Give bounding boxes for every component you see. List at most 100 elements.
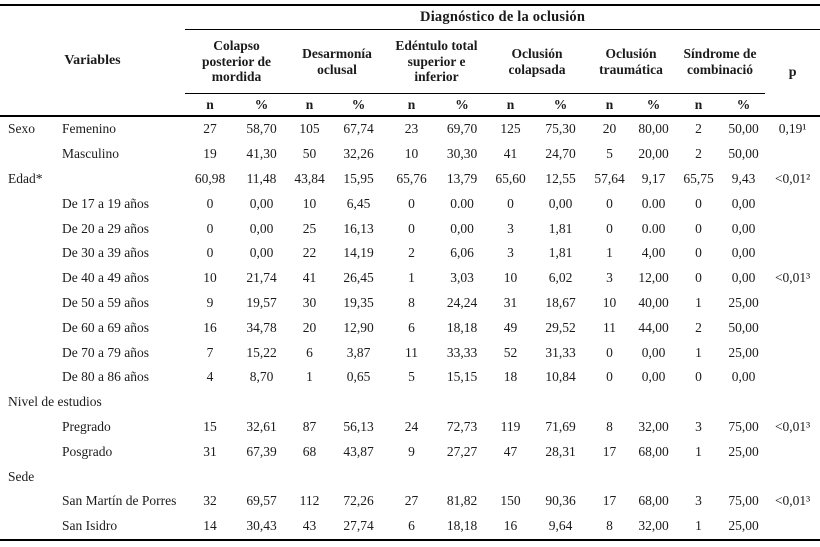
cell-percent: [331, 390, 386, 415]
subheader-n: n: [386, 93, 437, 117]
cell-count: 5: [408, 369, 415, 385]
cell-count: 20: [602, 121, 617, 137]
cell-count: 8: [606, 418, 613, 434]
cell-percent: 13,79: [446, 170, 478, 186]
cell-percent: 14,19: [343, 245, 374, 261]
cell-count: 0: [695, 195, 702, 211]
cell-count: 16: [503, 518, 518, 534]
table-row: San Isidro 14 30,43 43 27,74 6 18,18 16 9,64 8 32,…: [0, 514, 820, 540]
cell-count: 17: [602, 493, 617, 509]
cell-count: [185, 390, 235, 415]
cell-count: 0: [507, 195, 514, 211]
cell-percent: 0,00: [249, 245, 274, 261]
cell-count: 1: [695, 344, 702, 360]
table-row: Sede: [0, 464, 820, 489]
cell-count: 47: [503, 443, 518, 459]
cell-count: [675, 390, 722, 415]
cell-percent: 0,00: [450, 220, 474, 236]
cell-count: 125: [500, 121, 521, 137]
cell-percent: 31,33: [545, 344, 576, 360]
column-group-oclusion-traumatica: Oclusión traumática: [587, 29, 675, 94]
cell-count: 0: [695, 220, 702, 236]
cell-p-value: [765, 291, 820, 316]
cell-count: [185, 464, 235, 489]
cell-p-value: <0,01³: [774, 418, 811, 434]
cell-count: 41: [503, 146, 518, 162]
cell-count: 20: [302, 319, 317, 335]
cell-p-value: [765, 191, 820, 216]
cell-variable-label: [57, 464, 185, 489]
cell-count: 1: [306, 369, 313, 385]
cell-percent: 80,00: [638, 121, 669, 137]
cell-category: [0, 315, 57, 340]
cell-percent: 72,26: [343, 493, 374, 509]
cell-percent: 25,00: [728, 518, 759, 534]
cell-percent: 1,81: [548, 245, 573, 261]
cell-percent: 43,87: [343, 443, 374, 459]
cell-count: [288, 464, 331, 489]
cell-percent: [534, 464, 587, 489]
cell-p-value: [765, 365, 820, 390]
cell-count: 57,64: [594, 170, 625, 186]
cell-p-value: [765, 340, 820, 365]
cell-percent: 75,00: [728, 493, 759, 509]
cell-count: 6: [306, 344, 313, 360]
cell-count: [386, 464, 437, 489]
cell-percent: 25,00: [728, 294, 759, 310]
subheader-pct: %: [722, 93, 765, 117]
cell-count: 1: [695, 294, 702, 310]
cell-percent: [235, 464, 288, 489]
cell-count: [587, 464, 632, 489]
cell-count: 10: [302, 195, 317, 211]
cell-variable-label: Pregrado: [62, 418, 111, 434]
header-row-subcolumns: n % n % n % n % n % n %: [0, 93, 820, 117]
cell-count: 11: [405, 344, 418, 360]
cell-percent: 50,00: [728, 146, 759, 162]
table-row: De 30 a 39 años 0 0,00 22 14,19 2 6,06 3 1,81 1 4,…: [0, 241, 820, 266]
cell-count: 0: [606, 344, 613, 360]
subheader-pct: %: [331, 93, 386, 117]
subheader-n: n: [675, 93, 722, 117]
cell-count: [487, 464, 534, 489]
cell-count: 43,84: [294, 170, 325, 186]
table-row: Masculino 19 41,30 50 32,26 10 30,30 41 24,70 5 20…: [0, 142, 820, 167]
cell-percent: 4,00: [641, 245, 666, 261]
cell-count: 27: [404, 493, 419, 509]
cell-variable-label: Masculino: [62, 146, 119, 162]
cell-percent: [437, 464, 487, 489]
cell-percent: 24,70: [545, 146, 576, 162]
cell-percent: 75,00: [728, 418, 759, 434]
cell-count: 60,98: [194, 170, 226, 186]
cell-count: 52: [503, 344, 518, 360]
cell-percent: 32,26: [343, 146, 374, 162]
cell-percent: 28,31: [545, 443, 576, 459]
table-row: San Martín de Porres 32 69,57 112 72,26 27 81,…: [0, 489, 820, 514]
cell-percent: 34,78: [246, 319, 277, 335]
subheader-n: n: [587, 93, 632, 117]
cell-p-value: [765, 390, 820, 415]
subheader-n: n: [288, 93, 331, 117]
cell-percent: 0,00: [641, 369, 666, 385]
cell-percent: 29,52: [545, 319, 576, 335]
cell-percent: 15,95: [343, 170, 374, 186]
cell-count: 5: [606, 146, 613, 162]
cell-count: 65,76: [396, 170, 427, 186]
cell-count: [386, 390, 437, 415]
cell-count: 14: [203, 518, 217, 534]
cell-count: [487, 390, 534, 415]
cell-count: 7: [206, 344, 214, 360]
cell-category: [0, 365, 57, 390]
cell-percent: 27,27: [446, 443, 478, 459]
cell-count: 6: [408, 518, 415, 534]
cell-category: [0, 415, 57, 440]
cell-percent: 0.00: [641, 195, 666, 211]
cell-percent: 11,48: [246, 170, 277, 186]
occlusion-diagnosis-table: Variables Diagnóstico de la oclusión Col…: [0, 4, 820, 541]
cell-category: Edad*: [8, 170, 43, 186]
cell-count: 9: [206, 294, 214, 310]
cell-count: 87: [302, 418, 317, 434]
cell-count: 3: [606, 270, 613, 286]
cell-count: 49: [503, 319, 518, 335]
cell-percent: 33,33: [446, 344, 478, 360]
cell-count: 4: [206, 369, 214, 385]
